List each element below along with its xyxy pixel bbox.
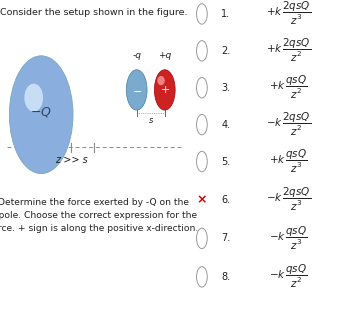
Text: Determine the force exerted by -Q on the
dipole. Choose the correct expression f: Determine the force exerted by -Q on the… [0,198,198,233]
Text: 4.: 4. [222,120,231,130]
Text: $−k\,\dfrac{qsQ}{z^{2}}$: $−k\,\dfrac{qsQ}{z^{2}}$ [269,263,307,290]
Text: 3.: 3. [222,83,231,93]
Text: $−k\,\dfrac{2qsQ}{z^{3}}$: $−k\,\dfrac{2qsQ}{z^{3}}$ [266,186,311,214]
Text: 6.: 6. [222,195,231,205]
Text: -q: -q [132,51,141,60]
Text: $−k\,\dfrac{qsQ}{z^{3}}$: $−k\,\dfrac{qsQ}{z^{3}}$ [269,225,307,252]
Ellipse shape [25,84,43,112]
Text: $+$: $+$ [160,84,170,95]
Text: $+k\,\dfrac{qsQ}{z^{2}}$: $+k\,\dfrac{qsQ}{z^{2}}$ [269,74,307,101]
Text: s: s [148,116,153,125]
Text: 7.: 7. [222,233,231,243]
Text: ×: × [197,193,207,206]
Text: $+k\,\dfrac{qsQ}{z^{3}}$: $+k\,\dfrac{qsQ}{z^{3}}$ [269,148,307,175]
Text: 1.: 1. [222,9,231,19]
Ellipse shape [126,70,147,110]
Text: $+k\,\dfrac{2qsQ}{z^{3}}$: $+k\,\dfrac{2qsQ}{z^{3}}$ [266,0,311,28]
Text: 8.: 8. [222,272,231,282]
Text: $−k\,\dfrac{2qsQ}{z^{2}}$: $−k\,\dfrac{2qsQ}{z^{2}}$ [266,111,311,138]
Text: 2.: 2. [222,46,231,56]
Text: Consider the setup shown in the figure.: Consider the setup shown in the figure. [0,8,187,17]
Text: $-$: $-$ [132,85,142,95]
Ellipse shape [154,70,175,110]
Text: +q: +q [158,51,172,60]
Text: 5.: 5. [222,157,231,166]
Text: $+k\,\dfrac{2qsQ}{z^{2}}$: $+k\,\dfrac{2qsQ}{z^{2}}$ [266,37,311,64]
Ellipse shape [157,76,165,85]
Ellipse shape [9,56,73,174]
Text: z >> s: z >> s [55,155,88,165]
Text: $-Q$: $-Q$ [30,104,52,119]
